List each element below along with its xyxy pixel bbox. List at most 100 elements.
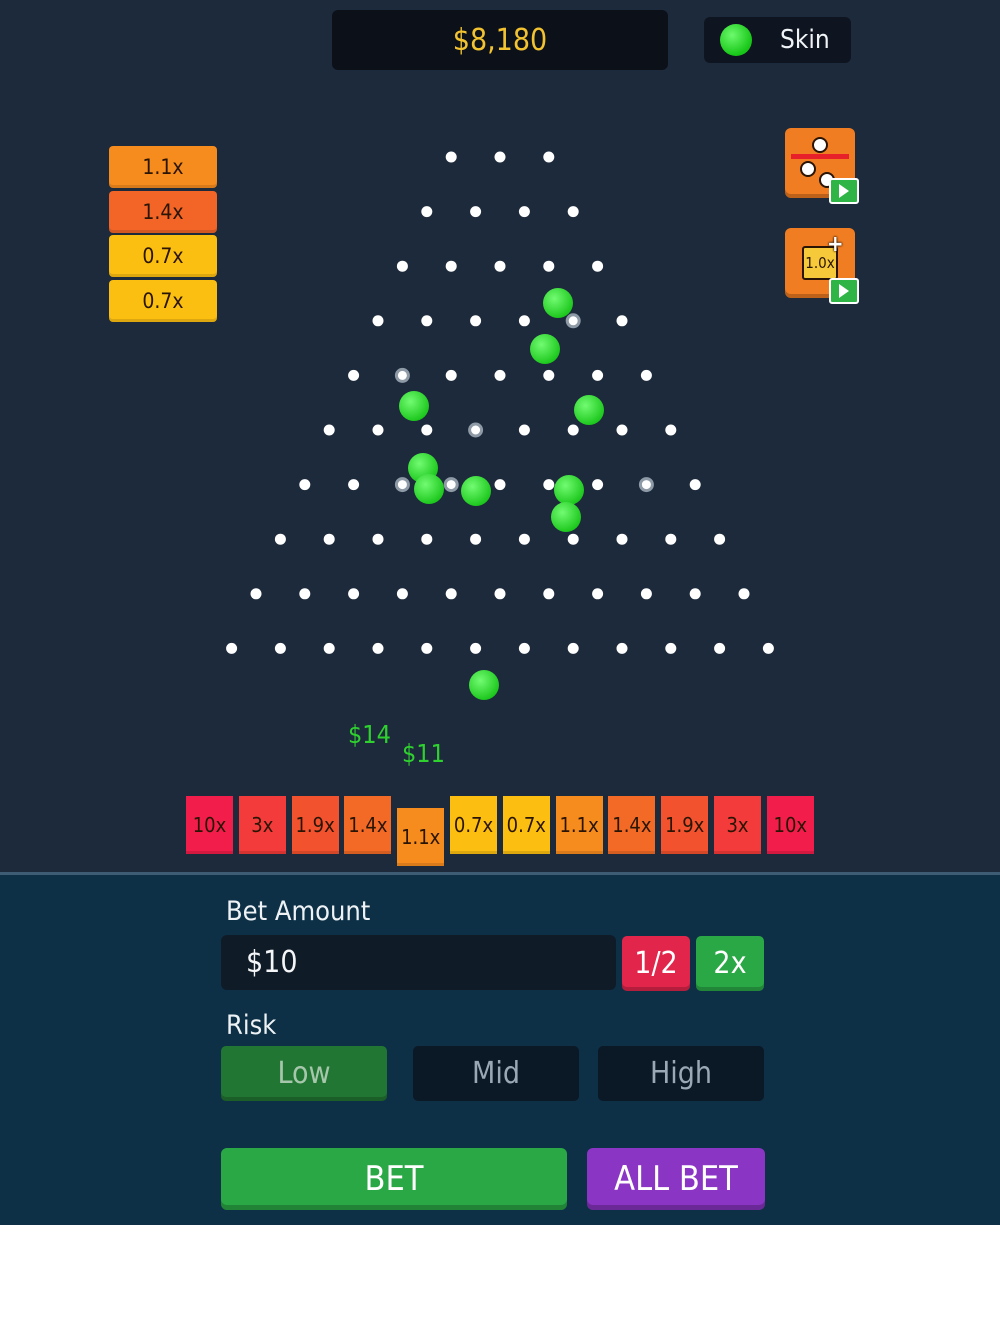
peg [640, 369, 652, 381]
skin-label: Skin [780, 25, 830, 55]
peg [396, 260, 408, 272]
peg [567, 424, 579, 436]
peg [372, 424, 384, 436]
half-bet-button[interactable]: 1/2 [622, 936, 690, 991]
peg [372, 642, 384, 654]
ball [399, 391, 429, 421]
peg [738, 588, 750, 600]
peg [543, 588, 555, 600]
peg [640, 588, 652, 600]
multiplier-boost-powerup[interactable]: 1.0x + [785, 228, 859, 304]
peg [494, 479, 506, 491]
peg [592, 479, 604, 491]
peg [567, 533, 579, 545]
bucket-label: 10x [192, 813, 227, 837]
peg [689, 479, 701, 491]
peg [638, 477, 654, 493]
peg [592, 588, 604, 600]
history-chip: 1.1x [109, 146, 217, 188]
peg [421, 206, 433, 218]
peg [518, 424, 530, 436]
peg [616, 533, 628, 545]
multiplier-bucket: 10x [186, 796, 233, 854]
double-bet-button[interactable]: 2x [696, 936, 764, 991]
multiplier-icon: 1.0x [802, 246, 838, 280]
peg [518, 533, 530, 545]
peg [394, 477, 410, 493]
multiplier-bucket: 0.7x [450, 796, 497, 854]
peg [226, 642, 238, 654]
multiplier-bucket: 3x [238, 796, 286, 854]
peg [421, 642, 433, 654]
bucket-label: 10x [773, 813, 808, 837]
ball [554, 475, 584, 505]
ball [530, 334, 560, 364]
peg [394, 367, 410, 383]
peg [299, 479, 311, 491]
peg [421, 315, 433, 327]
history-chip-label: 0.7x [142, 244, 184, 268]
balance-value: $8,180 [452, 22, 548, 58]
multiplier-bucket: 0.7x [502, 796, 550, 854]
bucket-label: 3x [726, 813, 749, 837]
multiplier-bucket: 10x [766, 796, 814, 854]
multiplier-bucket: 1.9x [661, 796, 709, 854]
peg [445, 369, 457, 381]
bet-button[interactable]: BET [221, 1148, 567, 1210]
ball [543, 288, 573, 318]
peg [665, 533, 677, 545]
result-history: 1.1x 1.4x 0.7x 0.7x [109, 146, 217, 324]
peg [494, 588, 506, 600]
peg [565, 313, 581, 329]
peg [443, 477, 459, 493]
peg [274, 642, 286, 654]
peg [250, 588, 262, 600]
peg [592, 260, 604, 272]
ball [414, 474, 444, 504]
peg [543, 479, 555, 491]
peg [689, 588, 701, 600]
multiplier-bucket: 1.1x [555, 796, 603, 854]
peg [494, 369, 506, 381]
peg [616, 424, 628, 436]
bucket-label: 1.4x [348, 813, 388, 837]
risk-high-button[interactable]: High [598, 1046, 764, 1101]
skin-button[interactable]: Skin [704, 17, 851, 63]
peg [323, 642, 335, 654]
ball [461, 476, 491, 506]
bet-amount-input[interactable] [221, 935, 616, 990]
all-bet-button[interactable]: ALL BET [587, 1148, 765, 1210]
history-chip: 0.7x [109, 279, 217, 322]
extra-balls-powerup[interactable] [785, 128, 859, 204]
peg [421, 533, 433, 545]
bucket-label: 0.7x [453, 813, 494, 837]
peg [616, 642, 628, 654]
peg [323, 424, 335, 436]
peg [470, 206, 482, 218]
bucket-label: 1.4x [612, 813, 652, 837]
peg [762, 642, 774, 654]
peg [518, 206, 530, 218]
history-chip: 1.4x [109, 190, 217, 233]
watch-ad-icon [829, 278, 859, 304]
peg [543, 369, 555, 381]
peg [470, 533, 482, 545]
risk-mid-button[interactable]: Mid [413, 1046, 579, 1101]
peg [592, 369, 604, 381]
win-popup: $11 [402, 739, 445, 768]
risk-low-button[interactable]: Low [221, 1046, 387, 1101]
multiplier-bucket: 3x [714, 796, 761, 854]
peg [518, 642, 530, 654]
history-chip-label: 1.1x [142, 155, 184, 179]
bet-amount-label: Bet Amount [226, 896, 371, 927]
history-chip-label: 0.7x [142, 288, 184, 313]
bucket-label: 1.1x [559, 813, 599, 837]
peg [274, 533, 286, 545]
peg [421, 424, 433, 436]
peg [396, 588, 408, 600]
history-chip-label: 1.4x [142, 199, 184, 224]
peg-board [226, 151, 774, 700]
risk-label: Risk [226, 1010, 277, 1041]
peg [445, 151, 457, 163]
peg [348, 479, 360, 491]
